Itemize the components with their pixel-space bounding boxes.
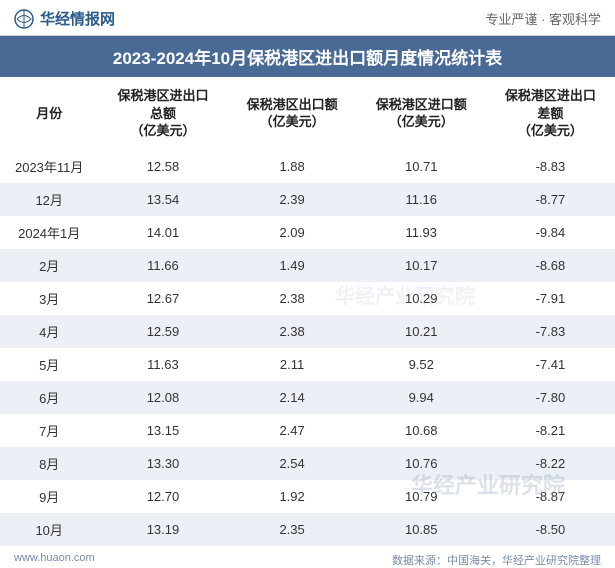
table-cell: 10.29 <box>357 282 486 315</box>
table-cell: 11.66 <box>98 249 227 282</box>
table-cell: -8.87 <box>486 480 615 513</box>
table-cell: 12.59 <box>98 315 227 348</box>
col-header-import: 保税港区进口额（亿美元） <box>357 77 486 150</box>
table-row: 12月13.542.3911.16-8.77 <box>0 183 615 216</box>
table-cell: 10.76 <box>357 447 486 480</box>
table-cell: -7.80 <box>486 381 615 414</box>
table-cell: -8.22 <box>486 447 615 480</box>
table-cell: 1.92 <box>228 480 357 513</box>
table-cell: 2.38 <box>228 315 357 348</box>
table-cell: -8.21 <box>486 414 615 447</box>
table-cell: 8月 <box>0 447 98 480</box>
table-row: 9月12.701.9210.79-8.87 <box>0 480 615 513</box>
table-row: 7月13.152.4710.68-8.21 <box>0 414 615 447</box>
table-row: 5月11.632.119.52-7.41 <box>0 348 615 381</box>
col-header-month: 月份 <box>0 77 98 150</box>
table-cell: -8.50 <box>486 513 615 546</box>
table-cell: 2.54 <box>228 447 357 480</box>
table-cell: 5月 <box>0 348 98 381</box>
table-cell: 10.79 <box>357 480 486 513</box>
table-cell: -8.83 <box>486 150 615 183</box>
table-cell: 10.71 <box>357 150 486 183</box>
table-cell: -8.77 <box>486 183 615 216</box>
col-header-export: 保税港区出口额（亿美元） <box>228 77 357 150</box>
table-cell: 7月 <box>0 414 98 447</box>
table-cell: 3月 <box>0 282 98 315</box>
table-cell: 9.52 <box>357 348 486 381</box>
table-cell: 10.17 <box>357 249 486 282</box>
table-cell: 13.15 <box>98 414 227 447</box>
table-row: 2月11.661.4910.17-8.68 <box>0 249 615 282</box>
tagline: 专业严谨 · 客观科学 <box>485 9 601 28</box>
page-header: 华经情报网 专业严谨 · 客观科学 <box>0 0 615 36</box>
table-cell: -7.83 <box>486 315 615 348</box>
table-row: 3月12.672.3810.29-7.91 <box>0 282 615 315</box>
table-cell: 9.94 <box>357 381 486 414</box>
table-row: 2024年1月14.012.0911.93-9.84 <box>0 216 615 249</box>
table-cell: 2024年1月 <box>0 216 98 249</box>
table-cell: -7.41 <box>486 348 615 381</box>
logo-text: 华经情报网 <box>40 8 115 29</box>
table-cell: 9月 <box>0 480 98 513</box>
logo-area: 华经情报网 <box>14 8 115 29</box>
table-cell: 10.68 <box>357 414 486 447</box>
table-cell: 11.16 <box>357 183 486 216</box>
table-cell: 2.38 <box>228 282 357 315</box>
table-cell: -8.68 <box>486 249 615 282</box>
col-header-diff: 保税港区进出口差额（亿美元） <box>486 77 615 150</box>
table-cell: 4月 <box>0 315 98 348</box>
table-cell: 1.88 <box>228 150 357 183</box>
table-cell: 10.21 <box>357 315 486 348</box>
col-header-total: 保税港区进出口总额（亿美元） <box>98 77 227 150</box>
table-row: 4月12.592.3810.21-7.83 <box>0 315 615 348</box>
table-cell: 13.30 <box>98 447 227 480</box>
table-cell: 12.58 <box>98 150 227 183</box>
table-cell: 2.09 <box>228 216 357 249</box>
table-header-row: 月份 保税港区进出口总额（亿美元） 保税港区出口额（亿美元） 保税港区进口额（亿… <box>0 77 615 150</box>
table-cell: 2.47 <box>228 414 357 447</box>
table-cell: 2023年11月 <box>0 150 98 183</box>
table-cell: 2.11 <box>228 348 357 381</box>
data-table-container: 月份 保税港区进出口总额（亿美元） 保税港区出口额（亿美元） 保税港区进口额（亿… <box>0 77 615 546</box>
table-cell: 2.14 <box>228 381 357 414</box>
table-cell: 12.67 <box>98 282 227 315</box>
table-cell: 13.54 <box>98 183 227 216</box>
table-cell: 2.35 <box>228 513 357 546</box>
table-cell: 2.39 <box>228 183 357 216</box>
table-title: 2023-2024年10月保税港区进出口额月度情况统计表 <box>0 36 615 77</box>
table-cell: 14.01 <box>98 216 227 249</box>
table-cell: 12.08 <box>98 381 227 414</box>
footer-source: 数据来源：中国海关，华经产业研究院整理 <box>392 552 601 568</box>
table-row: 2023年11月12.581.8810.71-8.83 <box>0 150 615 183</box>
logo-icon <box>14 9 34 29</box>
table-cell: 1.49 <box>228 249 357 282</box>
table-cell: 11.93 <box>357 216 486 249</box>
table-cell: 13.19 <box>98 513 227 546</box>
table-cell: 11.63 <box>98 348 227 381</box>
table-cell: 2月 <box>0 249 98 282</box>
table-cell: 6月 <box>0 381 98 414</box>
page-footer: www.huaon.com 数据来源：中国海关，华经产业研究院整理 <box>0 546 615 568</box>
table-row: 6月12.082.149.94-7.80 <box>0 381 615 414</box>
table-cell: -7.91 <box>486 282 615 315</box>
table-cell: -9.84 <box>486 216 615 249</box>
table-cell: 10.85 <box>357 513 486 546</box>
table-row: 8月13.302.5410.76-8.22 <box>0 447 615 480</box>
table-cell: 10月 <box>0 513 98 546</box>
table-cell: 12月 <box>0 183 98 216</box>
footer-url: www.huaon.com <box>14 552 95 568</box>
table-cell: 12.70 <box>98 480 227 513</box>
data-table: 月份 保税港区进出口总额（亿美元） 保税港区出口额（亿美元） 保税港区进口额（亿… <box>0 77 615 546</box>
table-row: 10月13.192.3510.85-8.50 <box>0 513 615 546</box>
